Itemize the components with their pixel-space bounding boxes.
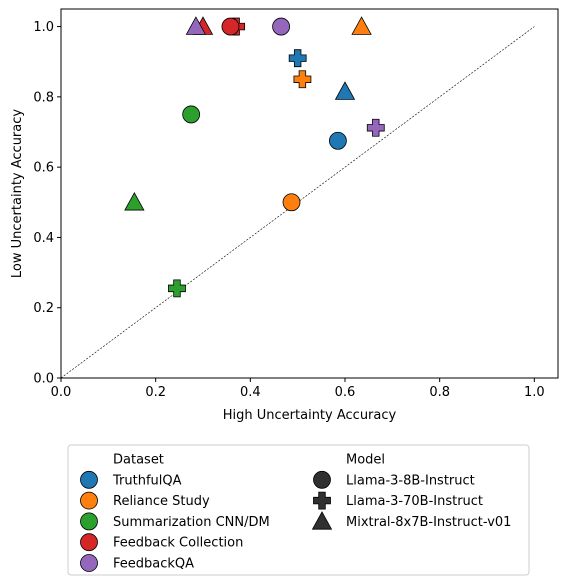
- legend-title-dataset: Dataset: [113, 453, 164, 468]
- plot-area: [60, 8, 559, 379]
- legend-dataset-entries: TruthfulQA Reliance Study Summarization CN…: [80, 470, 270, 572]
- data-points: [124, 16, 385, 298]
- data-point-truthfulqa-circle: [328, 131, 347, 150]
- plot-frame: [60, 8, 559, 379]
- data-point-reliance-study-circle: [282, 193, 301, 212]
- legend-marker-model: [313, 491, 331, 510]
- x-tick-label: 0.6: [335, 385, 356, 400]
- legend-marker-dataset: [80, 491, 98, 510]
- legend-label-dataset: Feedback Collection: [113, 536, 243, 551]
- y-tick-label: 0.6: [33, 161, 54, 176]
- legend-label-dataset: TruthfulQA: [112, 473, 182, 488]
- data-point-reliance-study-triangle: [351, 16, 372, 35]
- x-axis-label: High Uncertainty Accuracy: [223, 408, 397, 423]
- legend-label-model: Mixtral-8x7B-Instruct-v01: [346, 515, 511, 530]
- legend-marker-dataset: [80, 533, 98, 552]
- data-point-summarization-cnn-dm-triangle: [124, 191, 145, 211]
- x-tick-label: 1.0: [524, 385, 545, 400]
- legend-label-model: Llama-3-8B-Instruct: [346, 473, 475, 488]
- legend-model-entries: Llama-3-8B-Instruct Llama-3-70B-Instruct M…: [311, 470, 511, 530]
- y-tick-label: 0.4: [33, 231, 54, 246]
- legend: Dataset Model TruthfulQA Reliance Study Su…: [67, 444, 530, 576]
- legend-box: [67, 444, 530, 576]
- y-tick-label: 0.8: [33, 90, 54, 105]
- y-axis: 0.0 0.2 0.4 0.6 0.8 1.0: [33, 20, 61, 387]
- data-point-feedbackqa-circle: [272, 17, 291, 36]
- legend-label-model: Llama-3-70B-Instruct: [346, 494, 483, 509]
- y-tick-label: 0.2: [33, 301, 54, 316]
- data-point-feedback-collection-circle: [221, 17, 240, 36]
- y-axis-label: Low Uncertainty Accuracy: [10, 109, 25, 278]
- data-point-feedbackqa-plus: [366, 118, 385, 137]
- x-tick-label: 0.0: [51, 385, 72, 400]
- x-axis: 0.0 0.2 0.4 0.6 0.8 1.0: [51, 378, 545, 400]
- x-tick-label: 0.2: [145, 385, 166, 400]
- legend-marker-dataset: [80, 554, 98, 572]
- legend-label-dataset: Reliance Study: [113, 494, 210, 509]
- legend-label-dataset: Summarization CNN/DM: [113, 515, 270, 530]
- legend-marker-dataset: [80, 512, 98, 531]
- legend-marker-model: [311, 511, 333, 530]
- legend-marker-dataset: [80, 470, 98, 489]
- legend-title-model: Model: [346, 453, 385, 468]
- data-point-feedbackqa-triangle: [185, 16, 207, 35]
- x-tick-label: 0.8: [429, 385, 450, 400]
- y-tick-label: 1.0: [33, 20, 54, 35]
- data-point-truthfulqa-triangle: [334, 81, 356, 100]
- legend-marker-model: [313, 470, 331, 489]
- x-tick-label: 0.4: [240, 385, 261, 400]
- data-point-reliance-study-plus: [293, 70, 312, 89]
- data-point-summarization-cnn-dm-plus: [168, 279, 186, 298]
- y-tick-label: 0.0: [33, 372, 54, 387]
- data-point-truthfulqa-plus: [288, 49, 307, 68]
- legend-label-dataset: FeedbackQA: [113, 557, 194, 572]
- data-point-summarization-cnn-dm-circle: [182, 105, 201, 124]
